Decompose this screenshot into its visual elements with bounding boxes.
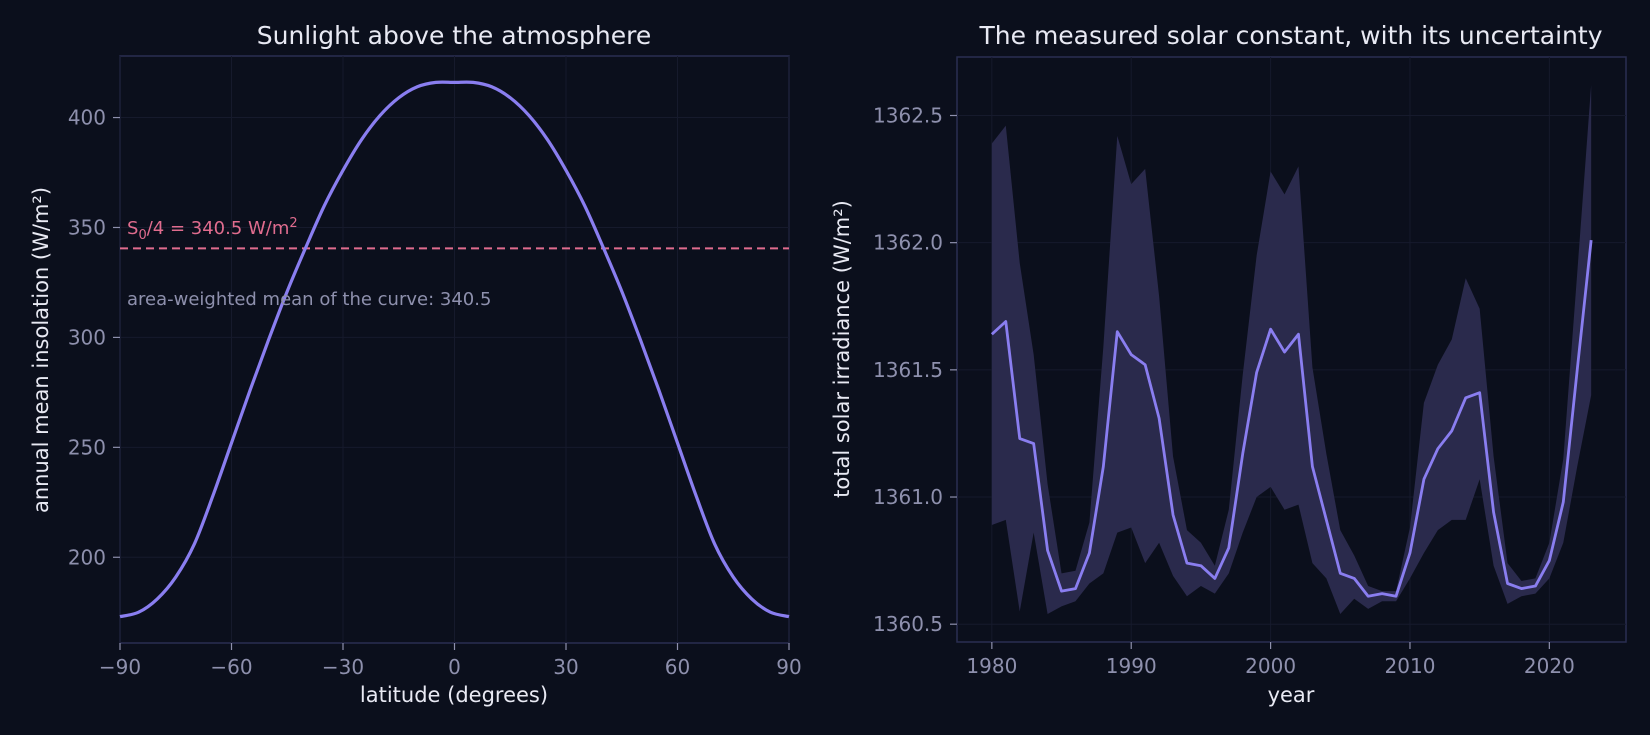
x-tick-label: 30 — [553, 655, 578, 679]
y-tick-label: 250 — [68, 435, 106, 459]
y-tick-label: 400 — [68, 106, 106, 130]
uncertainty-band — [991, 84, 1592, 615]
x-tick-label: 2010 — [1385, 654, 1436, 678]
x-tick-label: 1980 — [966, 654, 1017, 678]
x-tick-label: −30 — [322, 655, 364, 679]
x-tick-label: 90 — [776, 655, 801, 679]
x-tick-label: −90 — [99, 655, 141, 679]
insolation-curve — [119, 80, 790, 619]
x-tick-label: 2020 — [1524, 654, 1575, 678]
tick-labels: −90 −60 −30 0 30 60 90 200 250 300 350 400 — [68, 106, 802, 679]
y-tick-label: 300 — [68, 325, 106, 349]
y-axis-label: annual mean insolation (W/m²) — [29, 187, 53, 513]
tick-labels: 1980 1990 2000 2010 2020 1360.5 1361.0 1361.5 13… — [873, 104, 1575, 679]
plot-frame — [956, 56, 1627, 643]
reference-label: S0/4 = 340.5 W/m2 — [127, 216, 298, 243]
x-tick-label: 2000 — [1245, 654, 1296, 678]
grid — [119, 56, 790, 643]
chart-title: Sunlight above the atmosphere — [257, 21, 652, 50]
x-axis-label: year — [1268, 683, 1315, 707]
y-tick-label: 1361.5 — [873, 358, 943, 382]
panel-solar-constant: 1980 1990 2000 2010 2020 1360.5 1361.0 1361.5 13… — [830, 21, 1627, 707]
chart-title: The measured solar constant, with its un… — [979, 21, 1603, 50]
x-axis-label: latitude (degrees) — [360, 683, 548, 707]
irradiance-line — [990, 239, 1593, 598]
y-axis-label: total solar irradiance (W/m²) — [830, 200, 854, 498]
y-tick-label: 1362.5 — [873, 104, 943, 128]
x-tick-label: 0 — [448, 655, 461, 679]
y-tick-label: 350 — [68, 215, 106, 239]
panel-insolation: −90 −60 −30 0 30 60 90 200 250 300 350 400 Sunlight… — [29, 21, 802, 707]
x-tick-label: 1990 — [1106, 654, 1157, 678]
y-tick-label: 1361.0 — [873, 485, 943, 509]
y-tick-label: 200 — [68, 545, 106, 569]
y-tick-label: 1360.5 — [873, 612, 943, 636]
x-tick-label: −60 — [210, 655, 252, 679]
mean-annotation: area-weighted mean of the curve: 340.5 — [127, 289, 491, 310]
x-tick-label: 60 — [665, 655, 690, 679]
y-tick-label: 1362.0 — [873, 231, 943, 255]
